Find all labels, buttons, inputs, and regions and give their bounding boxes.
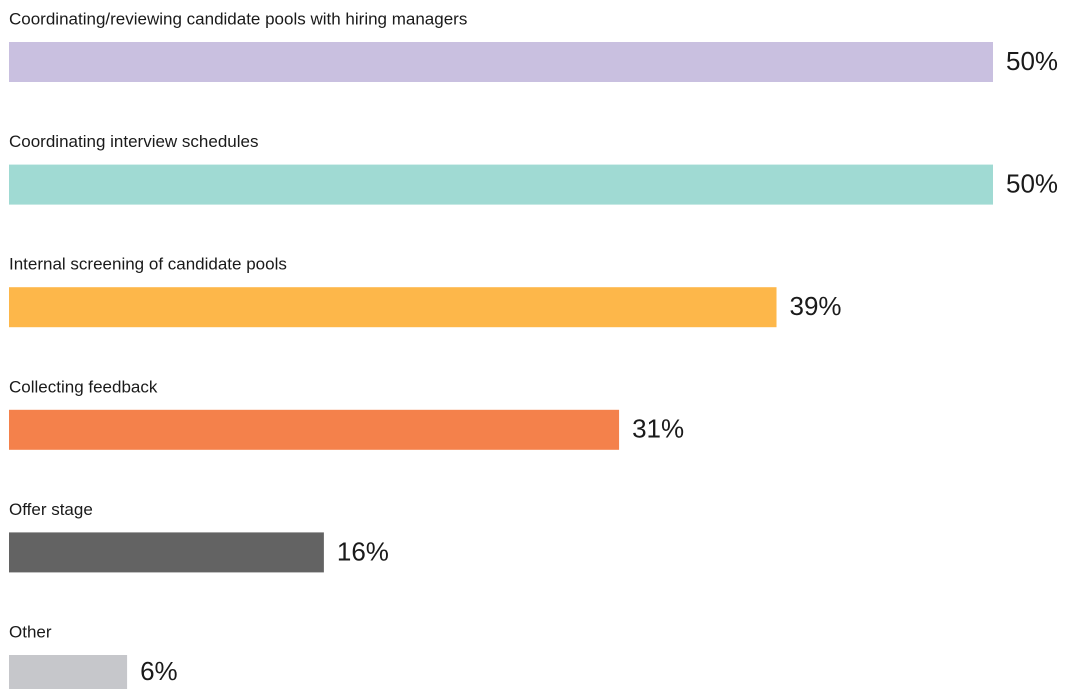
category-label: Collecting feedback bbox=[9, 377, 158, 396]
value-label: 50% bbox=[1006, 46, 1058, 76]
category-label: Coordinating interview schedules bbox=[9, 132, 258, 151]
bar bbox=[9, 655, 128, 689]
category-label: Coordinating/reviewing candidate pools w… bbox=[9, 9, 467, 28]
bar bbox=[9, 532, 324, 573]
bar bbox=[9, 409, 620, 450]
value-label: 39% bbox=[790, 291, 842, 321]
value-label: 16% bbox=[337, 536, 389, 566]
category-label: Other bbox=[9, 622, 52, 641]
bar bbox=[9, 287, 777, 328]
value-label: 50% bbox=[1006, 168, 1058, 198]
bar bbox=[9, 164, 993, 205]
category-label: Internal screening of candidate pools bbox=[9, 255, 287, 274]
value-label: 6% bbox=[140, 656, 178, 686]
category-label: Offer stage bbox=[9, 500, 93, 519]
bar bbox=[9, 42, 993, 82]
value-label: 31% bbox=[632, 414, 684, 444]
